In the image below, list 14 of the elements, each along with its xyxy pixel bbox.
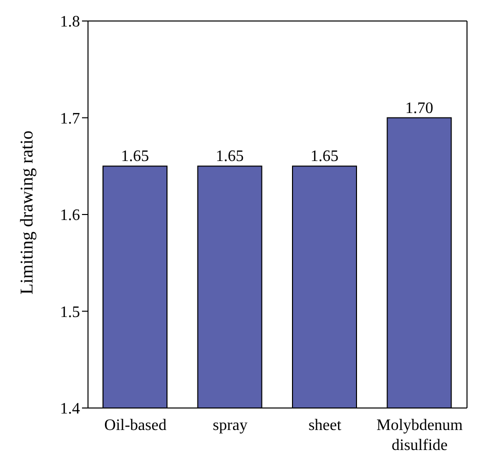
x-tick-label: Molybdenum disulfide [376, 417, 464, 454]
data-label: 1.65 [310, 148, 338, 166]
y-axis-title: Limiting drawing ratio [16, 130, 36, 294]
y-tick-label: 1.8 [60, 14, 80, 31]
x-tick-label: sheet [308, 417, 342, 434]
data-label: 1.65 [121, 148, 149, 166]
y-tick-label: 1.5 [60, 304, 80, 321]
data-label: 1.65 [216, 148, 244, 166]
y-tick-label: 1.7 [60, 110, 80, 128]
x-tick-label: Oil-based [104, 417, 166, 434]
y-tick-label: 1.6 [60, 207, 80, 224]
y-tick-label: 1.4 [60, 400, 80, 418]
x-tick-label: spray [212, 417, 248, 434]
data-label: 1.70 [405, 100, 434, 117]
